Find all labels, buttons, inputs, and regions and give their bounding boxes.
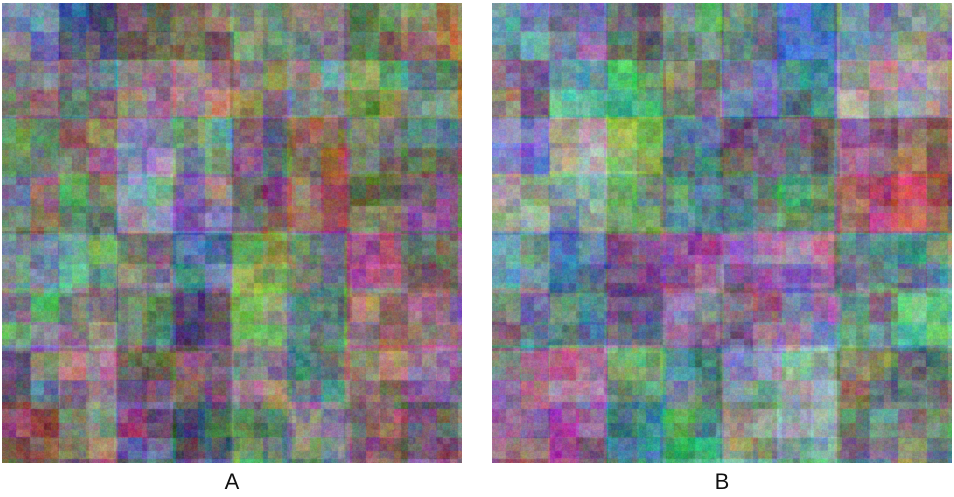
panel-a-image <box>2 3 462 463</box>
mosaic-texture-b <box>492 3 952 463</box>
panel-b-image <box>492 3 952 463</box>
panel-a-label: A <box>224 469 240 494</box>
mosaic-texture-a <box>2 3 462 463</box>
panel-b-label: B <box>714 469 730 494</box>
